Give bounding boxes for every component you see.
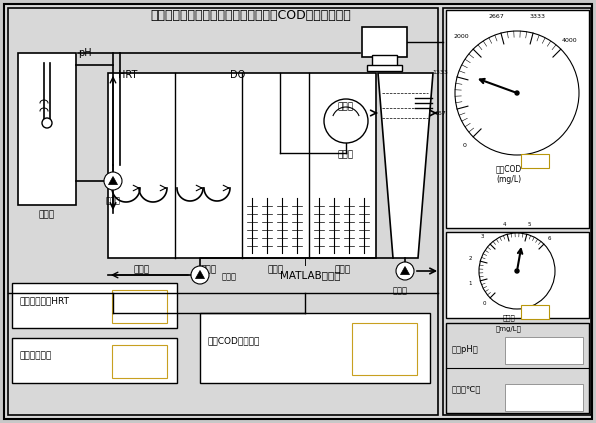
Text: 进水pH值: 进水pH值 <box>452 346 479 354</box>
Bar <box>12 283 177 328</box>
Text: 出水COD软测量值: 出水COD软测量值 <box>208 337 260 346</box>
Text: 混合液回流比: 混合液回流比 <box>20 352 52 360</box>
Text: （mg/L）: （mg/L） <box>496 326 522 332</box>
Bar <box>8 8 438 415</box>
Text: 进水COD: 进水COD <box>496 164 522 173</box>
Text: MATLAB返回值: MATLAB返回值 <box>280 270 340 280</box>
Text: 鼓风机: 鼓风机 <box>338 151 354 159</box>
Text: I: I <box>303 258 306 268</box>
Bar <box>521 305 549 319</box>
Polygon shape <box>108 176 117 184</box>
Bar <box>505 337 583 364</box>
Bar <box>112 290 167 323</box>
Text: 4: 4 <box>502 222 506 227</box>
Bar <box>362 27 407 57</box>
Circle shape <box>396 262 414 280</box>
Bar <box>112 345 167 378</box>
Text: 1: 1 <box>468 281 472 286</box>
Bar <box>200 313 430 383</box>
Polygon shape <box>195 270 204 279</box>
Bar <box>446 10 589 228</box>
Circle shape <box>479 233 555 309</box>
Text: 水力停留时间HRT: 水力停留时间HRT <box>20 297 70 305</box>
Text: 4000: 4000 <box>562 38 578 43</box>
Circle shape <box>455 31 579 155</box>
Bar <box>108 73 376 258</box>
Text: 回流泵: 回流泵 <box>222 272 237 281</box>
Text: 2: 2 <box>468 256 472 261</box>
Polygon shape <box>401 266 409 275</box>
Text: 2000: 2000 <box>453 34 468 39</box>
Circle shape <box>191 266 209 284</box>
Bar <box>372 55 397 67</box>
Text: 温度（℃）: 温度（℃） <box>452 385 482 395</box>
Text: 鼓风机: 鼓风机 <box>338 102 354 112</box>
Circle shape <box>515 269 519 273</box>
Bar <box>443 8 591 415</box>
Bar <box>352 323 417 375</box>
Bar <box>446 323 589 413</box>
Text: 5: 5 <box>528 222 532 227</box>
Circle shape <box>515 91 519 95</box>
Text: 667: 667 <box>434 111 446 116</box>
Text: 1333: 1333 <box>433 70 448 75</box>
Text: 调节池: 调节池 <box>39 211 55 220</box>
Text: 基于模糊神经网络的废水处理系统出水COD的软测量系统: 基于模糊神经网络的废水处理系统出水COD的软测量系统 <box>150 8 350 22</box>
Polygon shape <box>378 73 433 258</box>
Circle shape <box>324 99 368 143</box>
Bar <box>12 338 177 383</box>
Text: 6: 6 <box>548 236 551 241</box>
Bar <box>446 232 589 318</box>
Text: 0: 0 <box>462 143 466 148</box>
Bar <box>18 53 76 205</box>
Text: 3333: 3333 <box>529 14 545 19</box>
Text: 2667: 2667 <box>489 14 504 19</box>
Text: 缺氧池: 缺氧池 <box>200 266 216 275</box>
Text: 进水泵: 进水泵 <box>105 197 120 206</box>
Bar <box>505 384 583 411</box>
Text: HRT: HRT <box>118 70 137 80</box>
Bar <box>367 65 402 71</box>
Text: 溶解氧: 溶解氧 <box>502 315 516 321</box>
Text: 好氧池: 好氧池 <box>334 266 350 275</box>
Text: DO: DO <box>230 70 245 80</box>
Text: 3: 3 <box>481 234 485 239</box>
Text: (mg/L): (mg/L) <box>496 175 522 184</box>
Text: 0: 0 <box>483 301 486 306</box>
Text: 排泥阀: 排泥阀 <box>393 286 408 296</box>
Text: 厌氧池: 厌氧池 <box>134 266 150 275</box>
Text: 好氧池: 好氧池 <box>268 266 284 275</box>
Circle shape <box>42 118 52 128</box>
Bar <box>521 154 549 168</box>
Text: pH: pH <box>78 48 92 58</box>
Circle shape <box>104 172 122 190</box>
